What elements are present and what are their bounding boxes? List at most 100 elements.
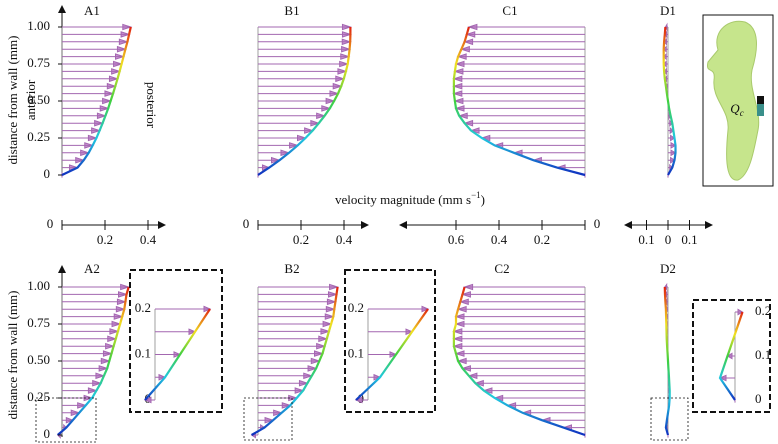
velocity-arrow xyxy=(258,60,350,68)
velocity-arrow xyxy=(62,416,75,424)
panel-label: A1 xyxy=(84,3,100,18)
velocity-arrow xyxy=(258,328,331,335)
velocity-arrow xyxy=(454,320,585,328)
velocity-arrow xyxy=(62,342,116,350)
velocity-arrow xyxy=(155,305,212,313)
inset-tick-label: 0.1 xyxy=(755,347,771,362)
velocity-arrow xyxy=(258,90,340,97)
velocity-arrow xyxy=(258,38,352,46)
velocity-arrow xyxy=(143,396,155,404)
y-tick-label: 0.75 xyxy=(27,315,50,330)
velocity-arrow xyxy=(467,372,585,380)
scale-tick-label: 0.1 xyxy=(681,232,697,247)
scale-tick-label: 0.4 xyxy=(491,232,508,247)
velocity-arrow xyxy=(258,68,348,75)
scale-tick-label: 0.2 xyxy=(534,232,550,247)
inset-tick-label: 0.1 xyxy=(135,345,151,360)
velocity-arrow xyxy=(62,45,128,53)
velocity-arrow xyxy=(62,53,126,60)
vessel-label: Qc xyxy=(730,101,743,118)
profile-curve xyxy=(452,286,586,437)
velocity-arrow xyxy=(668,149,677,157)
zoom-box xyxy=(35,397,97,443)
velocity-arrow xyxy=(258,134,308,142)
velocity-arrow xyxy=(493,142,585,149)
velocity-arrow xyxy=(62,357,111,365)
velocity-arrow xyxy=(452,335,585,343)
velocity-arrow xyxy=(473,379,585,387)
y-tick-label: 0.25 xyxy=(27,389,50,404)
velocity-arrow xyxy=(368,328,414,336)
velocity-arrow xyxy=(258,291,339,298)
y-tick-label: 0.75 xyxy=(27,55,50,70)
velocity-arrow xyxy=(462,283,585,291)
velocity-arrow xyxy=(62,379,103,387)
inset-tick-label: 0.1 xyxy=(348,345,364,360)
velocity-arrow xyxy=(452,342,585,350)
posterior-label: posterior xyxy=(144,82,159,129)
scale-tick-label: 0.1 xyxy=(638,232,654,247)
velocity-arrow xyxy=(258,416,275,424)
label-sub: c xyxy=(740,108,744,118)
y-tick-label: 0 xyxy=(44,426,51,441)
velocity-arrow xyxy=(454,60,585,68)
vessel-shape xyxy=(706,20,760,181)
inset-tick-label: 0.2 xyxy=(348,300,364,315)
panel-label: B2 xyxy=(284,261,299,276)
velocity-arrow xyxy=(62,328,120,335)
velocity-arrow xyxy=(462,38,585,46)
velocity-arrow xyxy=(258,283,340,291)
probe-marker xyxy=(757,96,764,104)
velocity-arrow xyxy=(452,90,585,97)
velocity-arrow xyxy=(456,53,585,60)
panel-label: A2 xyxy=(84,261,100,276)
velocity-arrow xyxy=(62,156,86,164)
scale-tick-label: 0 xyxy=(47,216,54,231)
velocity-arrow xyxy=(62,313,124,320)
velocity-arrow xyxy=(62,31,131,38)
velocity-arrow xyxy=(258,105,332,112)
scale-tick-label: 0 xyxy=(243,216,250,231)
profile-curve xyxy=(663,286,671,436)
zoom-box xyxy=(650,397,689,441)
velocity-axis-title: velocity magnitude (mm s−1) xyxy=(335,190,485,207)
velocity-arrow xyxy=(258,23,353,31)
velocity-arrow xyxy=(467,23,585,31)
velocity-arrow xyxy=(452,328,585,335)
velocity-arrow xyxy=(456,357,585,365)
velocity-arrow xyxy=(457,112,585,120)
velocity-arrow xyxy=(465,31,585,38)
velocity-arrow xyxy=(454,313,585,320)
velocity-arrow xyxy=(62,127,102,134)
panel-label: B1 xyxy=(284,3,299,18)
velocity-arrow xyxy=(460,291,585,298)
panel-label: C1 xyxy=(502,3,517,18)
profile-curve xyxy=(452,26,586,177)
velocity-arrow xyxy=(258,342,327,350)
scale-tick-label: 0.4 xyxy=(336,232,353,247)
velocity-arrow xyxy=(452,82,585,90)
y-tick-label: 1.00 xyxy=(27,18,50,33)
velocity-arrow xyxy=(453,68,585,75)
inset-tick-label: 0 xyxy=(755,391,762,406)
y-tick-label: 0.25 xyxy=(27,129,50,144)
velocity-arrow xyxy=(258,75,346,83)
inset-tick-label: 0.2 xyxy=(135,300,151,315)
velocity-arrow xyxy=(62,38,129,46)
velocity-arrow xyxy=(62,305,126,313)
velocity-arrow xyxy=(453,97,585,105)
velocity-arrow xyxy=(155,328,197,336)
velocity-arrow xyxy=(258,112,327,120)
velocity-arrow xyxy=(155,351,182,358)
velocity-arrow xyxy=(62,75,120,83)
velocity-arrow xyxy=(258,119,321,127)
velocity-arrow xyxy=(62,142,95,149)
velocity-arrow xyxy=(668,141,677,149)
velocity-arrow xyxy=(62,112,108,120)
velocity-arrow xyxy=(258,313,335,320)
velocity-arrow xyxy=(482,387,585,394)
profile-curve xyxy=(61,26,132,176)
velocity-arrow xyxy=(521,409,585,417)
panel-label: D1 xyxy=(660,3,676,18)
